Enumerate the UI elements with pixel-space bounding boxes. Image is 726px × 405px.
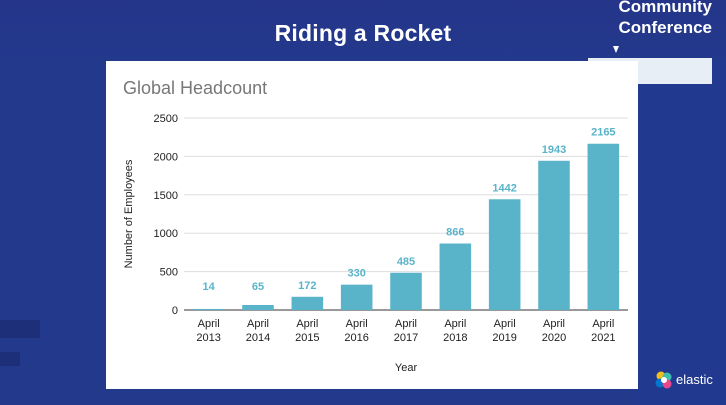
logo-text: elastic bbox=[676, 372, 713, 387]
y-tick-label: 2000 bbox=[154, 151, 178, 163]
x-tick-label: April 2016 bbox=[344, 318, 368, 344]
bar bbox=[242, 305, 274, 310]
x-tick-label: April 2015 bbox=[295, 318, 319, 344]
x-tick-label: April 2014 bbox=[246, 318, 270, 344]
bar bbox=[340, 284, 373, 310]
y-tick-label: 0 bbox=[172, 305, 178, 317]
data-label: 1442 bbox=[492, 182, 516, 194]
data-label: 485 bbox=[397, 256, 415, 268]
x-tick-label: April 2013 bbox=[196, 318, 220, 344]
bar bbox=[192, 308, 225, 310]
data-label: 1943 bbox=[542, 144, 566, 156]
slide-title: Riding a Rocket bbox=[274, 20, 452, 46]
bar bbox=[587, 143, 620, 310]
x-tick-label: April 2018 bbox=[443, 318, 467, 344]
data-label: 866 bbox=[446, 226, 464, 238]
conference-brand: Community Conference bbox=[618, 0, 712, 38]
elastic-logo-icon bbox=[655, 371, 672, 389]
x-axis-label: Year bbox=[395, 362, 418, 374]
y-tick-label: 1000 bbox=[154, 228, 178, 240]
brand-line-2: Conference bbox=[618, 18, 712, 37]
brand-line-1: Community bbox=[618, 0, 713, 16]
x-tick-label: April 2019 bbox=[492, 318, 516, 344]
data-label: 14 bbox=[203, 281, 216, 293]
bar-chart: 0 500 1000 1500 2000 2500 14 April 2013 65 April 20… bbox=[123, 113, 628, 374]
data-label: 65 bbox=[252, 281, 264, 293]
x-tick-label: April 2017 bbox=[394, 318, 418, 344]
bar bbox=[488, 199, 521, 310]
y-tick-label: 2500 bbox=[154, 113, 178, 125]
data-label: 330 bbox=[347, 268, 365, 280]
y-axis-label: Number of Employees bbox=[123, 159, 135, 268]
bar bbox=[291, 296, 324, 310]
slide-side-panel bbox=[636, 60, 726, 405]
bar bbox=[538, 160, 570, 310]
data-label: 2165 bbox=[591, 127, 615, 139]
data-label: 172 bbox=[298, 280, 316, 292]
chart-card: Global Headcount 0 500 1000 1500 2000 2500 14 A… bbox=[106, 61, 638, 389]
x-tick-label: April 2021 bbox=[591, 318, 615, 344]
mouse-cursor-icon bbox=[613, 46, 619, 53]
chart-title: Global Headcount bbox=[123, 78, 268, 98]
x-tick-label: April 2020 bbox=[542, 318, 566, 344]
y-tick-label: 1500 bbox=[154, 190, 178, 202]
bar bbox=[390, 272, 422, 310]
decor-stripe bbox=[0, 352, 20, 366]
decor-stripe bbox=[0, 320, 40, 338]
bar bbox=[439, 243, 472, 310]
y-tick-label: 500 bbox=[160, 267, 178, 279]
